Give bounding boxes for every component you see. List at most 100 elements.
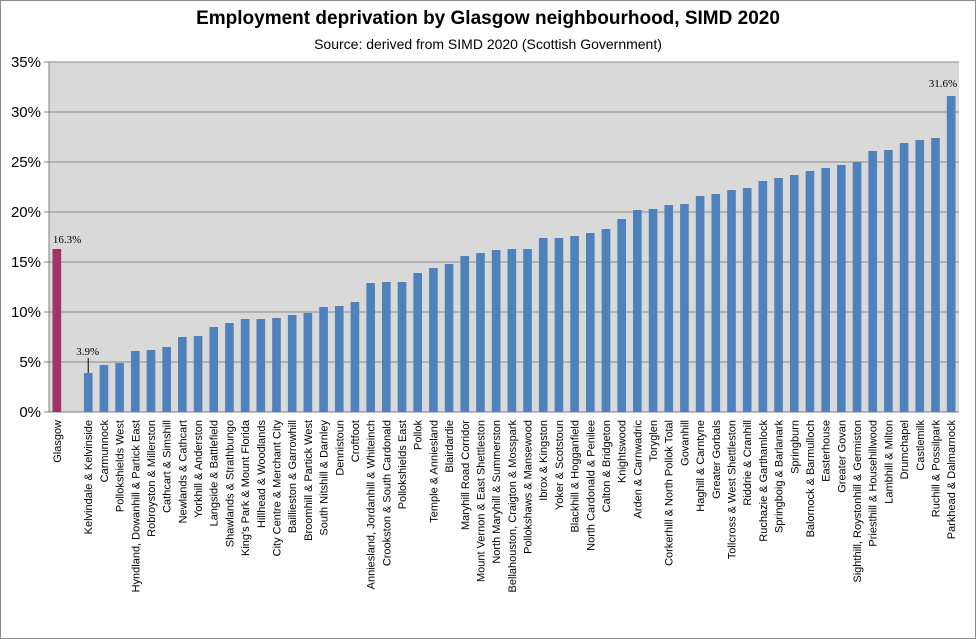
bar xyxy=(397,282,407,412)
bar xyxy=(382,282,391,412)
category-label: Yoker & Scotstoun xyxy=(554,420,566,510)
category-label: Robroyston & Millerston xyxy=(146,420,158,537)
category-label: Newlands & Cathcart xyxy=(177,420,189,523)
category-label: Pollok xyxy=(413,420,425,450)
bar xyxy=(538,238,548,412)
category-label: Carmunnock xyxy=(99,420,111,483)
bar xyxy=(507,249,517,412)
bar xyxy=(585,233,595,412)
bar xyxy=(256,319,266,412)
bar xyxy=(837,165,846,412)
category-label: Pollokshields East xyxy=(397,420,409,509)
bar xyxy=(868,151,878,412)
category-label: Croftfoot xyxy=(350,420,362,462)
category-label: Knightswood xyxy=(617,420,629,483)
bar xyxy=(334,306,344,412)
category-label: Langside & Battlefield xyxy=(209,420,221,526)
bar xyxy=(287,315,297,412)
bar xyxy=(272,318,281,412)
bar xyxy=(350,302,360,412)
y-tick-label: 10% xyxy=(11,304,41,321)
category-label: Springboig & Barlanark xyxy=(774,420,786,534)
category-label: Toryglen xyxy=(648,420,660,462)
category-label: Hillhead & Woodlands xyxy=(256,420,268,529)
category-label: King's Park & Mount Florida xyxy=(240,419,252,556)
category-label: Govanhill xyxy=(679,420,691,466)
y-tick-label: 0% xyxy=(19,404,41,421)
bar xyxy=(193,336,203,412)
category-label: Easterhouse xyxy=(821,420,833,482)
bar xyxy=(303,313,313,412)
category-label: Balornock & Barmulloch xyxy=(805,420,817,537)
bar xyxy=(209,327,219,412)
category-label: Mount Vernon & East Shettleston xyxy=(475,420,487,582)
category-label: Maryhill Road Corridor xyxy=(460,420,472,530)
bar xyxy=(240,319,250,412)
bar xyxy=(742,188,752,412)
bar xyxy=(884,150,893,412)
category-label: South Nitshill & Darnley xyxy=(319,420,331,536)
bar xyxy=(413,273,423,412)
bar xyxy=(711,194,721,412)
category-label: Shawlands & Strathbungo xyxy=(224,420,236,547)
bar xyxy=(617,219,626,412)
category-label: Yorkhill & Anderston xyxy=(193,420,205,518)
category-label: Ibrox & Kingston xyxy=(538,420,550,501)
bar xyxy=(162,347,171,412)
category-label: North Maryhill & Summerston xyxy=(491,420,503,564)
category-label: Hyndland, Dowanhill & Partick East xyxy=(130,420,142,592)
bar xyxy=(664,205,674,412)
y-tick-label: 15% xyxy=(11,254,41,271)
category-label: North Cardonald & Penilee xyxy=(585,420,597,551)
y-tick-label: 30% xyxy=(11,104,41,121)
category-label: Blackhill & Hogganfield xyxy=(570,420,582,533)
bar xyxy=(554,238,564,412)
category-label: Parkhead & Dalmarnock xyxy=(946,420,958,540)
bar xyxy=(758,181,768,412)
bar xyxy=(429,268,438,412)
category-label: Dennistoun xyxy=(334,420,346,476)
category-label: Haghill & Carntyne xyxy=(695,420,707,512)
bar xyxy=(130,351,140,412)
chart-title: Employment deprivation by Glasgow neighb… xyxy=(196,8,780,29)
category-label: Broomhill & Partick West xyxy=(303,420,315,541)
bar xyxy=(225,323,234,412)
chart-subtitle: Source: derived from SIMD 2020 (Scottish… xyxy=(314,36,662,52)
category-label: Crookston & South Cardonald xyxy=(381,420,393,566)
category-label: City Centre & Merchant City xyxy=(272,420,284,557)
data-label: 3.9% xyxy=(76,346,99,358)
bar xyxy=(601,229,611,412)
category-label: Anniesland, Jordanhill & Whiteinch xyxy=(366,420,378,589)
bar xyxy=(444,264,454,412)
bar xyxy=(805,171,815,412)
y-tick-label: 35% xyxy=(11,54,41,71)
bar xyxy=(115,363,124,412)
category-label: Corkerhill & North Pollok Total xyxy=(664,420,676,566)
category-label: Baillieston & Garrowhill xyxy=(287,420,299,533)
y-tick-label: 5% xyxy=(19,354,41,371)
category-label: Bellahouston, Craigton & Mosspark xyxy=(507,420,519,593)
bar xyxy=(319,307,328,412)
bar xyxy=(633,210,642,412)
y-tick-label: 20% xyxy=(11,204,41,221)
bar xyxy=(946,96,956,412)
category-label: Greater Govan xyxy=(836,420,848,493)
bar xyxy=(99,365,109,412)
category-label: Kelvindale & Kelvinside xyxy=(83,420,95,534)
category-label: Glasgow xyxy=(52,420,64,463)
bar xyxy=(83,373,93,412)
bar xyxy=(789,175,799,412)
bar xyxy=(821,168,830,412)
category-label: Calton & Bridgeton xyxy=(601,420,613,512)
category-label: Priesthill & Househillwood xyxy=(868,420,880,547)
category-label: Pollokshields West xyxy=(115,420,127,512)
bar xyxy=(695,196,705,412)
category-label: Temple & Anniesland xyxy=(428,420,440,523)
bar-glasgow xyxy=(52,249,62,412)
bar xyxy=(774,178,783,412)
category-label: Springburn xyxy=(789,420,801,474)
bar xyxy=(852,162,862,412)
bar xyxy=(931,138,940,412)
bar xyxy=(460,256,470,412)
